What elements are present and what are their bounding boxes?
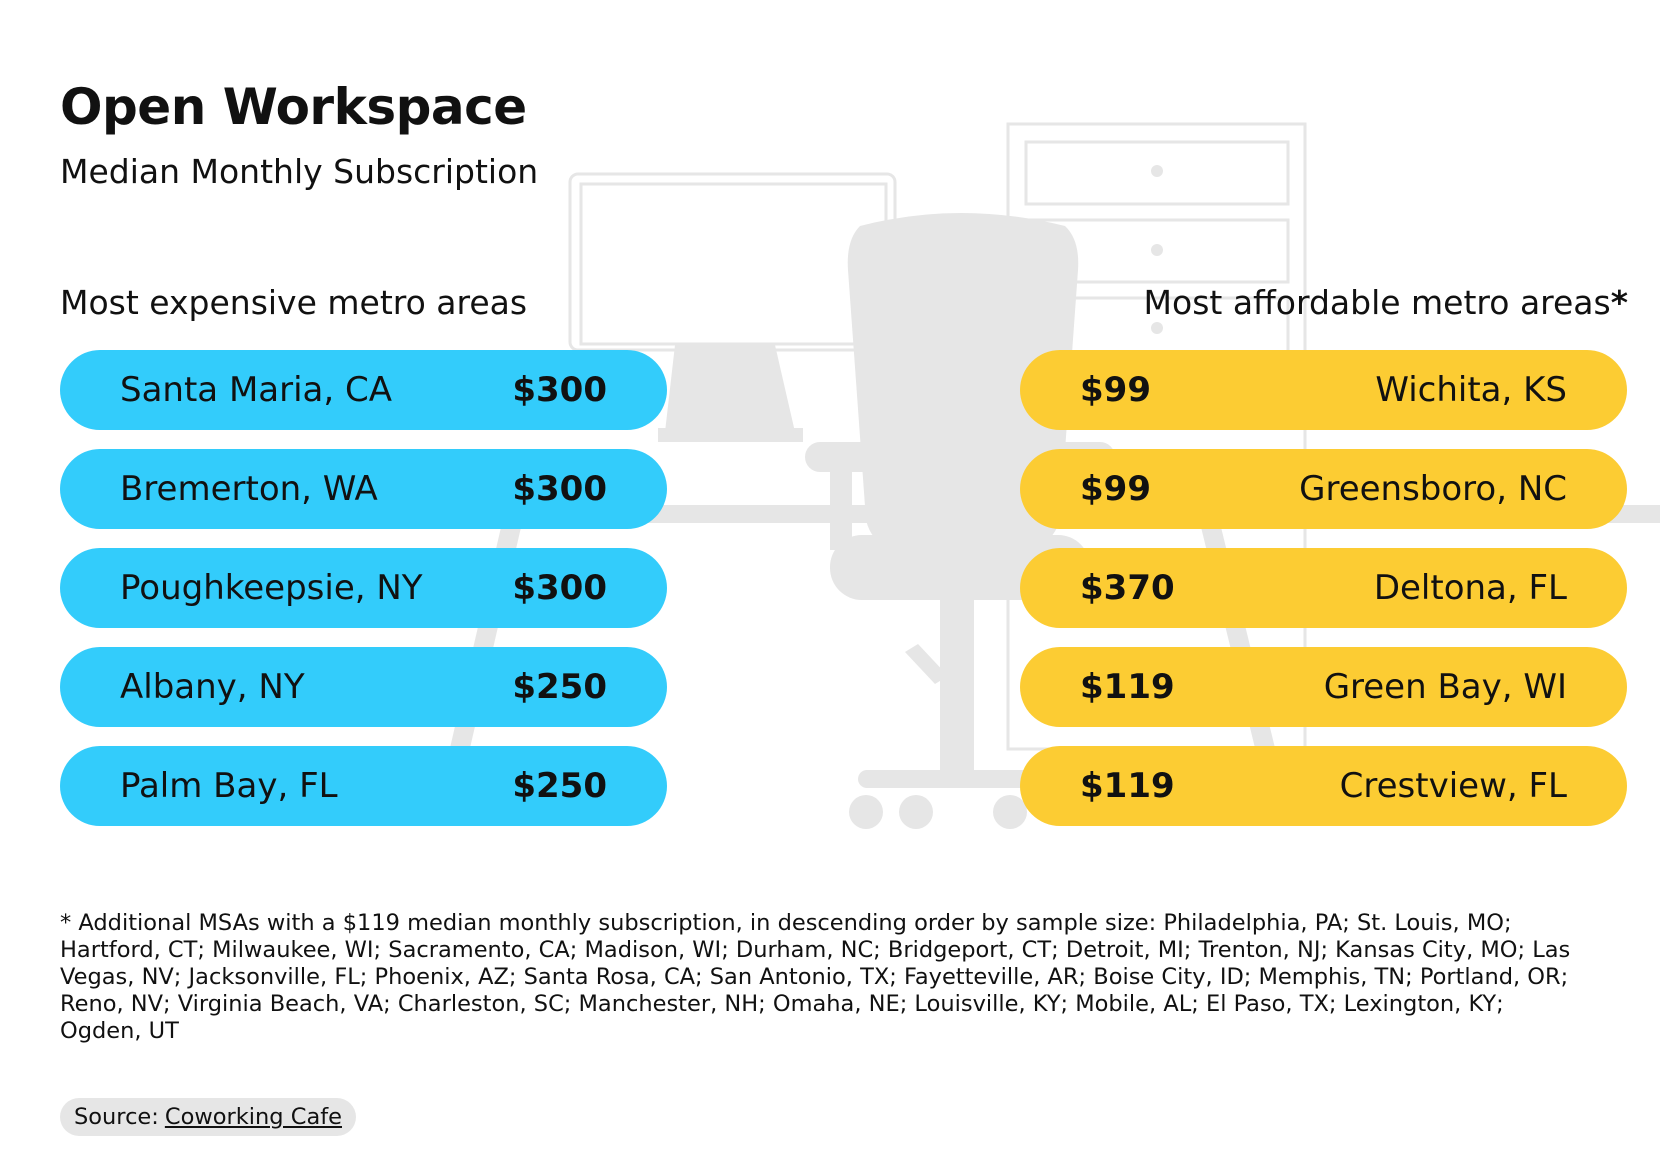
area-name: Greensboro, NC bbox=[1299, 469, 1567, 509]
affordable-row: $119 Crestview, FL bbox=[1020, 746, 1627, 826]
expensive-row: Palm Bay, FL $250 bbox=[60, 746, 667, 826]
expensive-row: Poughkeepsie, NY $300 bbox=[60, 548, 667, 628]
expensive-row: Bremerton, WA $300 bbox=[60, 449, 667, 529]
area-name: Poughkeepsie, NY bbox=[120, 568, 423, 608]
price-value: $119 bbox=[1080, 766, 1175, 806]
area-name: Palm Bay, FL bbox=[120, 766, 338, 806]
affordable-row: $370 Deltona, FL bbox=[1020, 548, 1627, 628]
price-value: $300 bbox=[512, 370, 607, 410]
price-value: $300 bbox=[512, 568, 607, 608]
page-subtitle: Median Monthly Subscription bbox=[60, 152, 539, 191]
expensive-list: Santa Maria, CA $300 Bremerton, WA $300 … bbox=[60, 350, 667, 845]
expensive-row: Santa Maria, CA $300 bbox=[60, 350, 667, 430]
area-name: Crestview, FL bbox=[1339, 766, 1567, 806]
page-title: Open Workspace bbox=[60, 78, 527, 136]
affordable-list: $99 Wichita, KS $99 Greensboro, NC $370 … bbox=[1020, 350, 1627, 845]
area-name: Albany, NY bbox=[120, 667, 305, 707]
price-value: $250 bbox=[512, 667, 607, 707]
price-value: $99 bbox=[1080, 370, 1151, 410]
source-badge: Source: Coworking Cafe bbox=[60, 1098, 356, 1136]
affordable-row: $99 Greensboro, NC bbox=[1020, 449, 1627, 529]
expensive-section-label: Most expensive metro areas bbox=[60, 283, 528, 322]
price-value: $300 bbox=[512, 469, 607, 509]
footnote-marker: * bbox=[1610, 283, 1628, 322]
affordable-section-label: Most affordable metro areas* bbox=[1144, 283, 1628, 322]
area-name: Deltona, FL bbox=[1373, 568, 1567, 608]
area-name: Green Bay, WI bbox=[1323, 667, 1567, 707]
affordable-row: $119 Green Bay, WI bbox=[1020, 647, 1627, 727]
affordable-label-text: Most affordable metro areas bbox=[1143, 283, 1611, 322]
affordable-row: $99 Wichita, KS bbox=[1020, 350, 1627, 430]
area-name: Wichita, KS bbox=[1375, 370, 1567, 410]
price-value: $99 bbox=[1080, 469, 1151, 509]
area-name: Bremerton, WA bbox=[120, 469, 378, 509]
expensive-row: Albany, NY $250 bbox=[60, 647, 667, 727]
price-value: $250 bbox=[512, 766, 607, 806]
source-link[interactable]: Coworking Cafe bbox=[164, 1104, 342, 1130]
price-value: $370 bbox=[1080, 568, 1175, 608]
price-value: $119 bbox=[1080, 667, 1175, 707]
footnote: * Additional MSAs with a $119 median mon… bbox=[60, 910, 1571, 1044]
area-name: Santa Maria, CA bbox=[120, 370, 392, 410]
source-label: Source: bbox=[74, 1104, 159, 1130]
